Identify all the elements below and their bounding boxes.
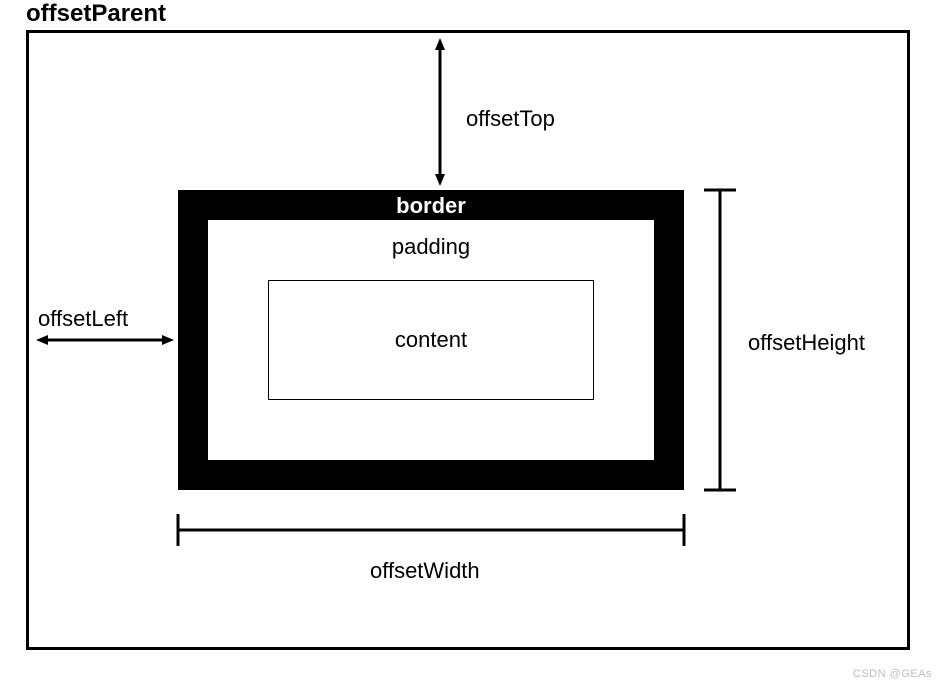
border-label: border	[208, 193, 654, 219]
label-offsetheight: offsetHeight	[748, 330, 865, 356]
content-box: content	[268, 280, 594, 400]
title-offsetparent: offsetParent	[26, 0, 166, 28]
padding-label: padding	[208, 234, 654, 260]
stage: offsetParent border padding content offs…	[0, 0, 938, 684]
content-label: content	[269, 327, 593, 353]
label-offsettop: offsetTop	[466, 106, 555, 132]
label-offsetwidth: offsetWidth	[370, 558, 480, 584]
label-offsetleft: offsetLeft	[38, 306, 128, 332]
watermark: CSDN @GEAs	[853, 668, 932, 680]
